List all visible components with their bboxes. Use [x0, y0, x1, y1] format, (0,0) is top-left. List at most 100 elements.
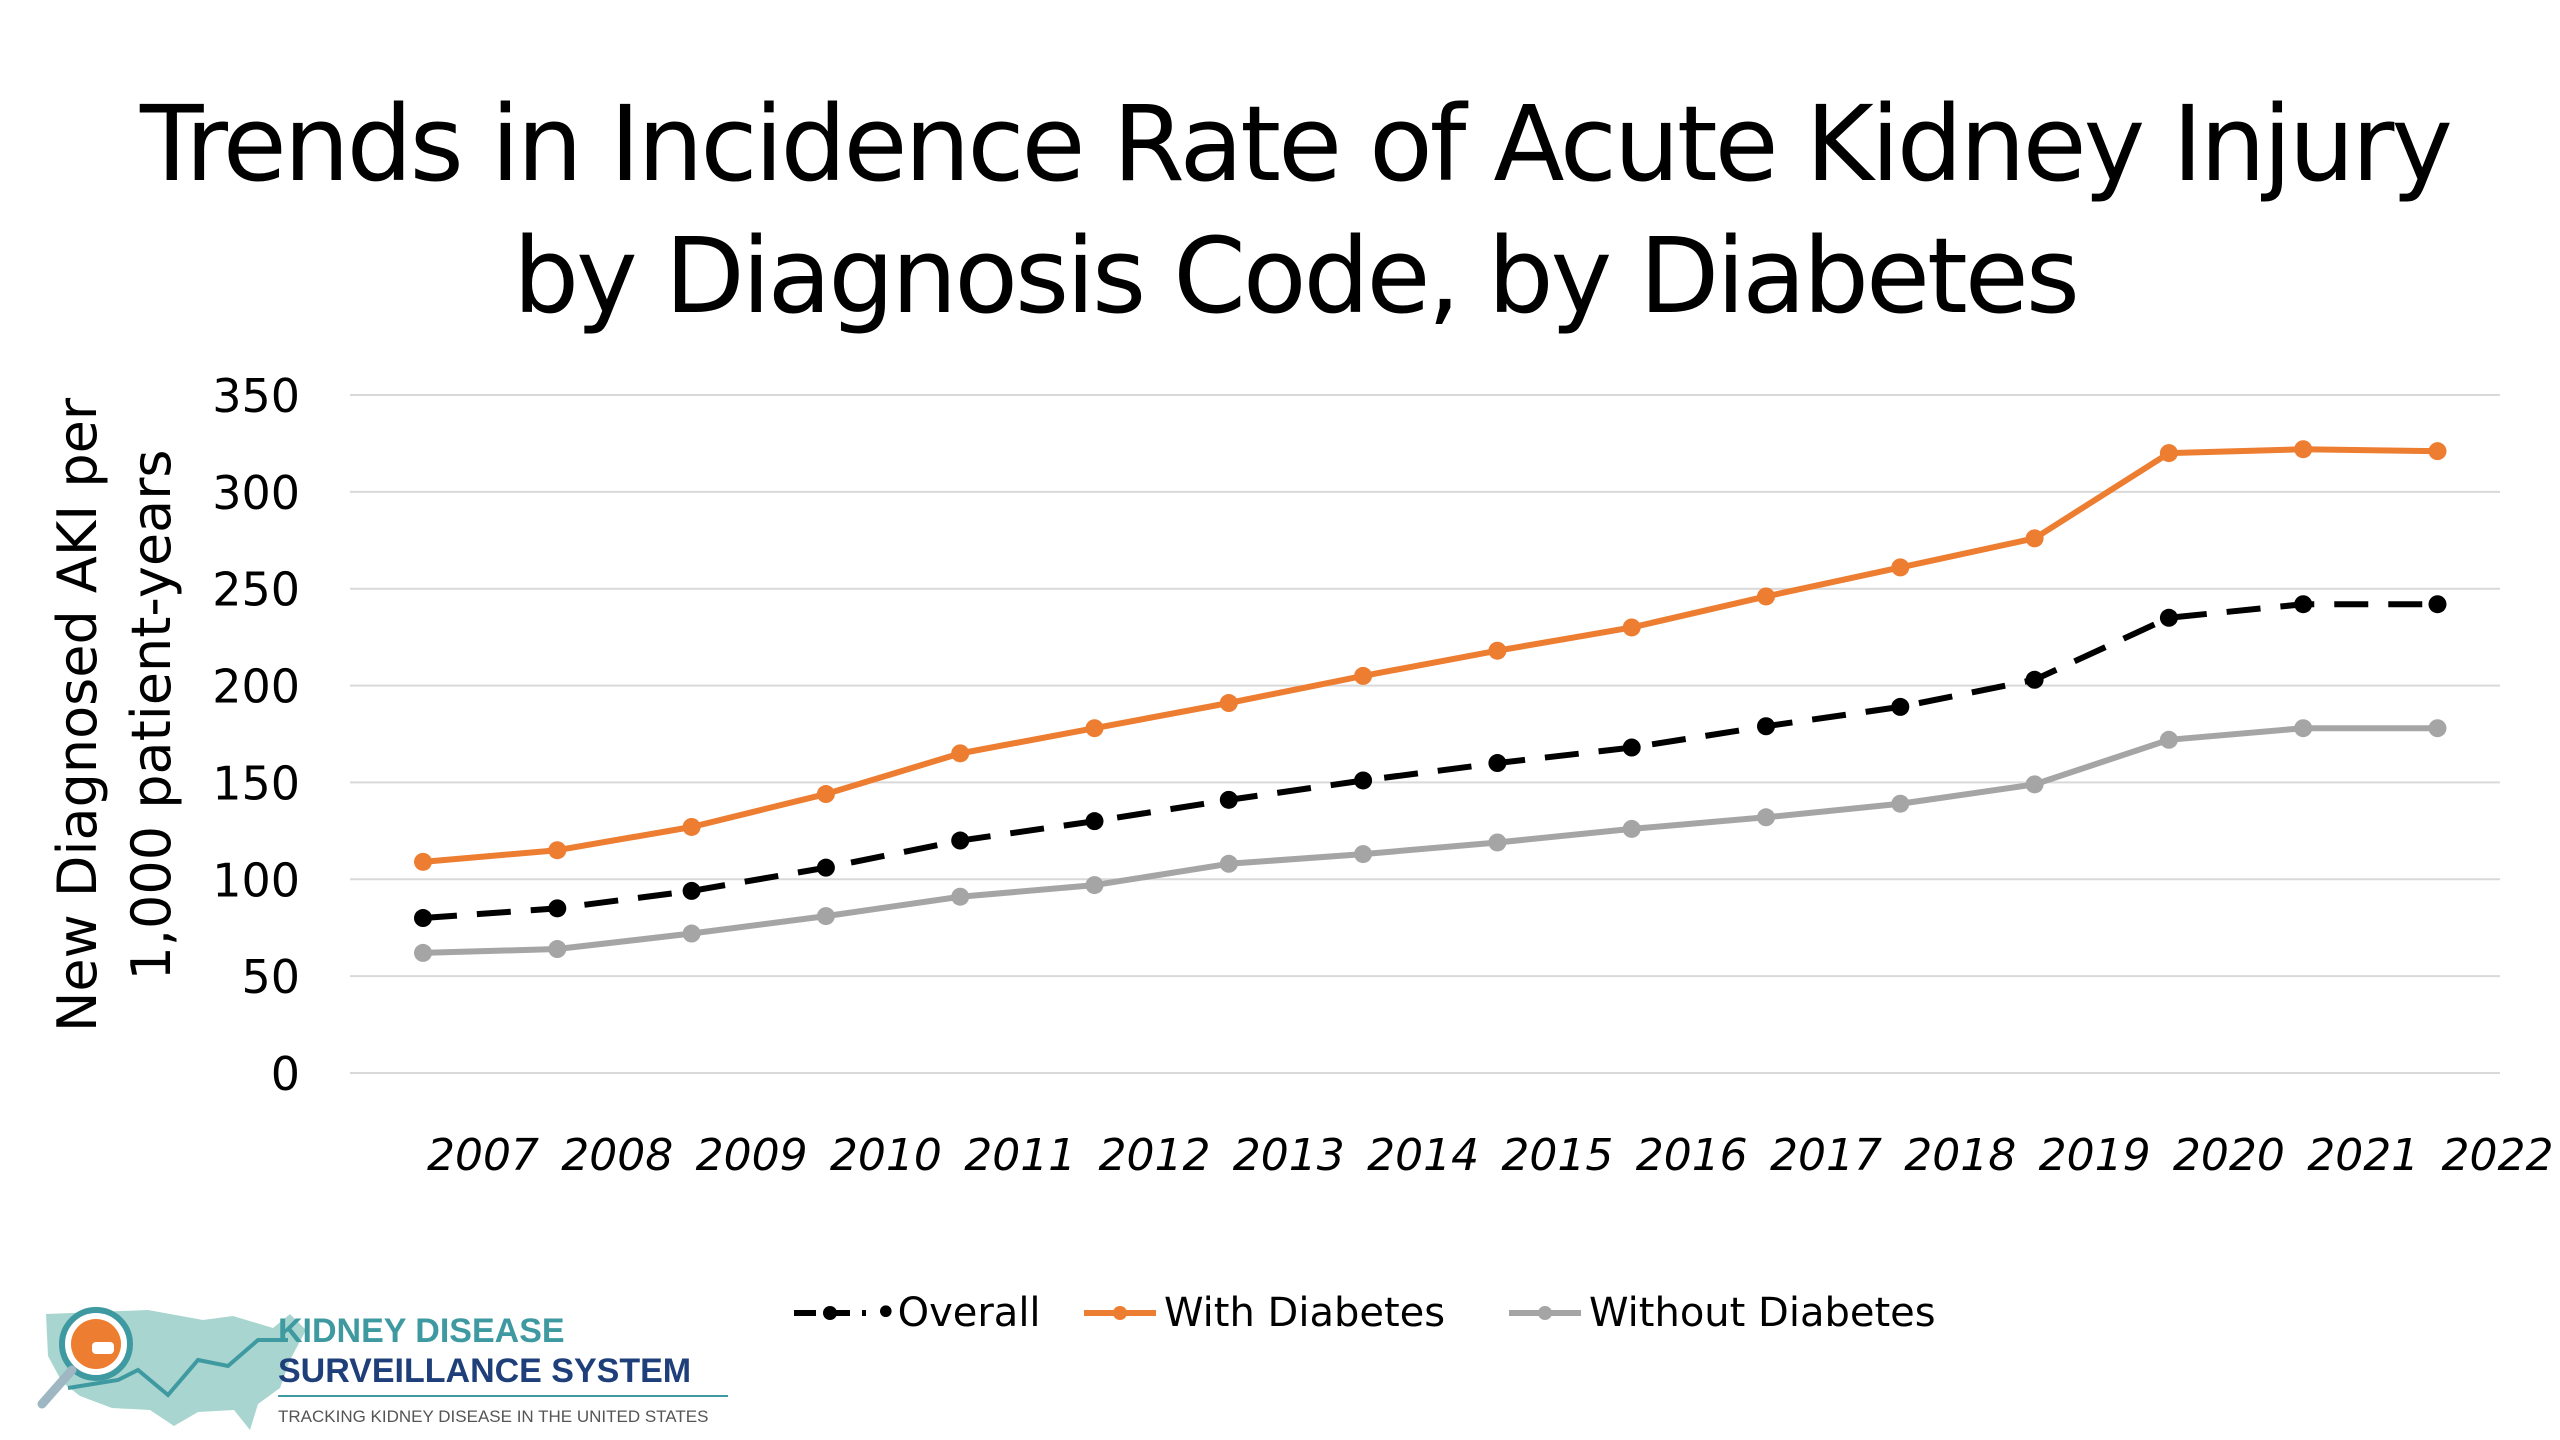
- y-tick-label: 200: [212, 660, 300, 714]
- trend-line-icon: [67, 1338, 288, 1398]
- data-point-overall: [2428, 595, 2447, 614]
- data-point-overall: [414, 909, 432, 928]
- data-point-overall: [1219, 790, 1238, 809]
- data-point-overall: [1354, 771, 1373, 790]
- data-point-without-diabetes: [1219, 854, 1238, 873]
- x-tick-label: 2013: [1233, 1130, 1345, 1181]
- data-point-with-diabetes: [682, 817, 701, 836]
- y-tick-label: 0: [271, 1047, 300, 1101]
- data-point-without-diabetes: [548, 940, 567, 959]
- logo-tagline: TRACKING KIDNEY DISEASE IN THE UNITED ST…: [278, 1407, 708, 1426]
- x-tick-label: 2009: [696, 1130, 808, 1181]
- magnifier-handle-icon: [37, 1365, 77, 1409]
- x-tick-label: 2014: [1367, 1130, 1479, 1181]
- series-without-diabetes: [414, 719, 2447, 962]
- legend-label-with-diabetes: With Diabetes: [1164, 1290, 1446, 1336]
- data-point-overall: [951, 831, 970, 850]
- data-point-overall: [2294, 595, 2313, 614]
- kidney-highlight-icon: [92, 1342, 114, 1354]
- x-tick-label: 2020: [2173, 1130, 2285, 1181]
- legend-swatch-overall: [794, 1306, 866, 1320]
- x-tick-label: 2011: [964, 1130, 1076, 1181]
- data-point-with-diabetes: [414, 852, 432, 871]
- data-point-overall: [682, 881, 701, 900]
- data-point-with-diabetes: [548, 841, 567, 860]
- data-point-without-diabetes: [1891, 794, 1910, 813]
- data-point-without-diabetes: [816, 907, 835, 926]
- x-axis-ticks: 2007 2008 2009 2010 2011 2012 2013 2014 2015 2016…: [427, 1130, 2553, 1181]
- series-line-overall: [422, 601, 2438, 922]
- data-point-without-diabetes: [2159, 730, 2178, 749]
- x-tick-label: 2007: [427, 1130, 539, 1181]
- data-point-with-diabetes: [816, 785, 835, 804]
- chart-title: Trends in Incidence Rate of Acute Kidney…: [0, 78, 2560, 342]
- data-point-with-diabetes: [951, 744, 970, 763]
- data-point-with-diabetes: [1622, 618, 1641, 637]
- data-point-overall: [548, 899, 567, 918]
- data-point-without-diabetes: [682, 924, 701, 943]
- data-point-without-diabetes: [1085, 876, 1104, 895]
- data-point-without-diabetes: [2294, 719, 2313, 738]
- y-tick-label: 350: [212, 369, 300, 423]
- x-tick-label: 2012: [1099, 1130, 1211, 1181]
- y-axis-label-line-1: New Diagnosed AKI per: [46, 397, 109, 1032]
- data-point-overall: [2025, 670, 2044, 689]
- x-tick-label: 2019: [2039, 1130, 2151, 1181]
- data-point-without-diabetes: [414, 943, 432, 962]
- legend-item-with-diabetes: With Diabetes: [1080, 1283, 1445, 1343]
- y-tick-label: 300: [212, 466, 300, 520]
- y-axis-label: New Diagnosed AKI per 1,000 patient-year…: [46, 397, 183, 1032]
- legend-item-without-diabetes: Without Diabetes: [1505, 1283, 1936, 1343]
- chart-title-line-1: Trends in Incidence Rate of Acute Kidney…: [140, 83, 2453, 205]
- x-tick-label: 2017: [1770, 1130, 1882, 1181]
- series-overall: [414, 595, 2447, 928]
- legend-item-overall: •Overall: [790, 1283, 1041, 1343]
- x-tick-label: 2010: [830, 1130, 942, 1181]
- data-point-with-diabetes: [1354, 666, 1373, 685]
- series-line-without-diabetes: [422, 725, 2438, 956]
- data-point-without-diabetes: [1354, 845, 1373, 864]
- chart-title-line-2: by Diagnosis Code, by Diabetes: [513, 215, 2080, 337]
- x-tick-label: 2021: [2307, 1130, 2419, 1181]
- legend-swatch-without-diabetes: [1509, 1306, 1581, 1320]
- data-point-without-diabetes: [1488, 833, 1507, 852]
- logo-line-2: SURVEILLANCE SYSTEM: [278, 1352, 691, 1390]
- legend-swatch-with-diabetes: [1084, 1306, 1156, 1320]
- y-tick-label: 150: [212, 756, 300, 810]
- data-point-with-diabetes: [2428, 442, 2447, 461]
- series-with-diabetes: [414, 440, 2447, 871]
- data-point-without-diabetes: [2025, 775, 2044, 794]
- data-point-with-diabetes: [2294, 440, 2313, 459]
- data-point-with-diabetes: [1085, 719, 1104, 738]
- data-point-overall: [1622, 738, 1641, 757]
- y-tick-label: 250: [212, 563, 300, 617]
- y-tick-label: 100: [212, 853, 300, 907]
- legend-label-overall: •Overall: [874, 1290, 1041, 1336]
- data-point-with-diabetes: [1757, 587, 1775, 606]
- data-point-without-diabetes: [2428, 719, 2447, 738]
- data-point-with-diabetes: [2025, 529, 2044, 548]
- data-point-without-diabetes: [1757, 808, 1775, 827]
- x-tick-label: 2015: [1501, 1130, 1613, 1181]
- data-point-without-diabetes: [1622, 819, 1641, 838]
- data-point-overall: [1757, 717, 1775, 736]
- data-point-with-diabetes: [1891, 558, 1910, 577]
- kdss-logo: KIDNEY DISEASE SURVEILLANCE SYSTEM TRACK…: [37, 1307, 728, 1430]
- data-point-overall: [1891, 697, 1910, 716]
- data-point-with-diabetes: [2159, 444, 2178, 463]
- x-tick-label: 2022: [2442, 1130, 2554, 1181]
- data-point-overall: [1488, 754, 1507, 773]
- data-point-overall: [816, 858, 835, 877]
- legend-label-without-diabetes: Without Diabetes: [1589, 1290, 1936, 1336]
- x-tick-label: 2018: [1904, 1130, 2016, 1181]
- x-tick-label: 2016: [1636, 1130, 1748, 1181]
- logo-line-1: KIDNEY DISEASE: [278, 1312, 565, 1350]
- data-point-overall: [1085, 812, 1104, 831]
- data-point-with-diabetes: [1219, 694, 1238, 713]
- y-axis-ticks: 0 50 100 150 200 250 300 350: [212, 369, 300, 1101]
- y-tick-label: 50: [241, 950, 300, 1004]
- y-axis-label-line-2: 1,000 patient-years: [120, 449, 183, 980]
- series-lines: [414, 440, 2447, 962]
- data-point-without-diabetes: [951, 887, 970, 906]
